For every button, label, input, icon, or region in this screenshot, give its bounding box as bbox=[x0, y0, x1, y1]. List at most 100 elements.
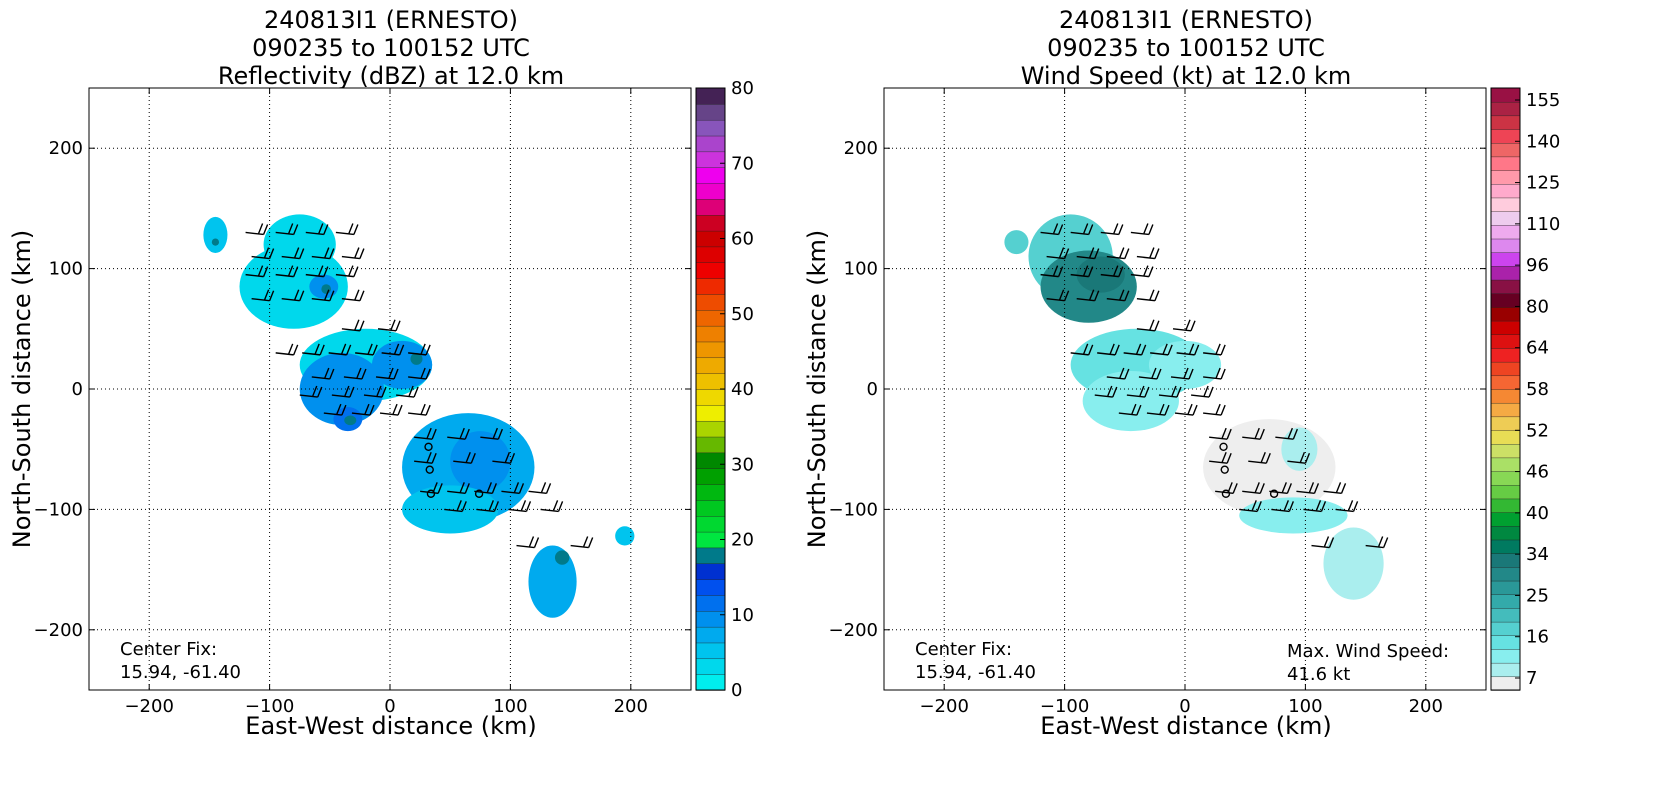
colorbar-segment bbox=[1490, 101, 1521, 117]
wind-barb bbox=[1146, 403, 1170, 416]
colorbar-tick-label: 50 bbox=[731, 304, 754, 325]
colorbar-segment bbox=[1490, 183, 1521, 199]
wind-barb bbox=[379, 403, 403, 416]
colorbar-tick-label: 64 bbox=[1526, 338, 1549, 359]
colorbar-tick-label: 16 bbox=[1526, 627, 1549, 648]
center-fix-value: 15.94, -61.40 bbox=[915, 662, 1036, 683]
x-tick-label: 0 bbox=[384, 696, 395, 717]
wind-barb bbox=[1174, 403, 1198, 416]
colorbar-segment bbox=[1490, 347, 1521, 363]
colorbar-tick-label: 140 bbox=[1526, 131, 1560, 152]
wind-barb bbox=[1242, 482, 1265, 495]
wind-barb bbox=[1311, 536, 1335, 549]
x-tick-label: −200 bbox=[124, 696, 173, 717]
wind-barb bbox=[323, 403, 347, 416]
colorbar-tick-label: 125 bbox=[1526, 173, 1560, 194]
colorbar-segment bbox=[1490, 648, 1521, 664]
wind-barb bbox=[341, 319, 365, 332]
wind-barb bbox=[343, 367, 367, 380]
wind-barb bbox=[245, 265, 269, 278]
colorbar-segment bbox=[695, 452, 726, 469]
wind-barb bbox=[251, 247, 275, 260]
colorbar-segment bbox=[1490, 662, 1521, 678]
y-tick-label: 200 bbox=[49, 138, 83, 159]
wind-barb bbox=[251, 289, 275, 302]
colorbar-segment bbox=[1490, 635, 1521, 650]
echo-region bbox=[450, 431, 511, 492]
center-fix-label: Center Fix: bbox=[120, 639, 217, 660]
wind-barb bbox=[570, 536, 594, 549]
wind-barb bbox=[540, 500, 564, 513]
wind-barb bbox=[1046, 289, 1070, 302]
echo-region bbox=[203, 216, 228, 253]
wind-barb bbox=[408, 367, 431, 380]
y-tick-label: 200 bbox=[844, 138, 878, 159]
colorbar-segment bbox=[695, 341, 726, 359]
colorbar-segment bbox=[695, 198, 726, 216]
colorbar-segment bbox=[1490, 621, 1521, 636]
wind-barb bbox=[1046, 247, 1070, 260]
colorbar-segment bbox=[1490, 334, 1521, 349]
colorbar-tick-label: 40 bbox=[1526, 503, 1549, 524]
colorbar-segment bbox=[1490, 306, 1521, 322]
data-layer bbox=[203, 214, 635, 618]
wind-barb bbox=[480, 427, 504, 440]
reflectivity-plot-area: −200 −100 0 100 200 −200 −100 0 100 200 bbox=[34, 87, 692, 717]
colorbar-segment bbox=[695, 610, 726, 628]
y-tick-label: 0 bbox=[867, 379, 878, 400]
wind-speed-colorbar: 7 16 25 34 40 46 52 58 64 80 96 110 125 140 155 bbox=[1490, 87, 1560, 691]
colorbar-segment bbox=[695, 119, 726, 137]
colorbar-tick-label: 20 bbox=[731, 530, 754, 551]
colorbar-segment bbox=[695, 277, 726, 295]
colorbar-segment bbox=[695, 594, 726, 612]
wind-barb bbox=[1242, 427, 1265, 440]
colorbar-segment bbox=[1490, 594, 1521, 609]
calm-wind-circle bbox=[426, 489, 436, 498]
wind-barb bbox=[1106, 247, 1130, 260]
colorbar-segment bbox=[695, 262, 726, 279]
colorbar-segment bbox=[695, 103, 726, 121]
colorbar-segment bbox=[695, 468, 726, 485]
y-tick-label: −200 bbox=[829, 620, 878, 641]
wind-barb bbox=[1136, 319, 1160, 332]
wind-barb bbox=[381, 343, 405, 356]
wind-barb bbox=[311, 289, 335, 302]
colorbar-segment bbox=[695, 151, 726, 168]
wind-barb bbox=[408, 343, 431, 356]
panel-title-line-1: 240813I1 (ERNESTO) bbox=[264, 6, 518, 34]
calm-wind-circle bbox=[1220, 465, 1229, 474]
colorbar-segment bbox=[695, 563, 726, 580]
panel-title-line-2: 090235 to 100152 UTC bbox=[1047, 34, 1325, 62]
center-fix-value: 15.94, -61.40 bbox=[120, 662, 241, 683]
echo-region bbox=[239, 244, 348, 329]
x-tick-label: 200 bbox=[614, 696, 648, 717]
wind-barb bbox=[1271, 500, 1294, 513]
wind-barb bbox=[311, 367, 335, 380]
colorbar-tick-label: 80 bbox=[731, 78, 754, 99]
colorbar-tick-label: 80 bbox=[1526, 296, 1549, 317]
y-axis-label: North-South distance (km) bbox=[8, 230, 36, 549]
colorbar-segment bbox=[1490, 580, 1521, 595]
y-tick-label: 100 bbox=[49, 259, 83, 280]
y-tick-label: −200 bbox=[34, 620, 83, 641]
colorbar-segment bbox=[1490, 552, 1521, 568]
colorbar-segment bbox=[1490, 224, 1521, 240]
reflectivity-panel: 240813I1 (ERNESTO) 090235 to 100152 UTC … bbox=[8, 6, 754, 740]
wind-barb bbox=[1203, 403, 1226, 416]
wind-barb bbox=[1097, 343, 1120, 356]
wind-barb bbox=[281, 247, 305, 260]
wind-barb bbox=[1303, 500, 1327, 513]
wind-barb bbox=[1138, 367, 1162, 380]
panel-title-line-3: Reflectivity (dBZ) at 12.0 km bbox=[218, 62, 564, 90]
colorbar-segment bbox=[1490, 457, 1521, 472]
echo-region bbox=[211, 238, 220, 246]
wind-barb bbox=[447, 482, 470, 495]
wind-barb bbox=[302, 343, 325, 356]
wind-barb bbox=[476, 500, 499, 513]
wind-barb bbox=[1365, 536, 1389, 549]
wind-barb bbox=[1123, 343, 1147, 356]
colorbar-segment bbox=[1490, 320, 1521, 335]
colorbar-segment bbox=[695, 357, 726, 374]
colorbar-tick-label: 58 bbox=[1526, 379, 1549, 400]
